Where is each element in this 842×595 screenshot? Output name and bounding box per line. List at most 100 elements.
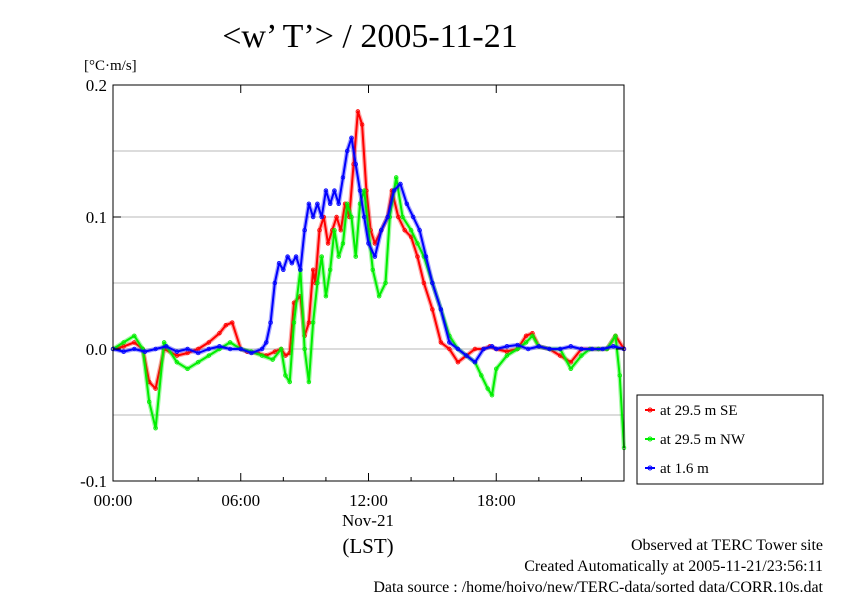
data-point-0-13 [230, 320, 235, 325]
data-point-2-51 [447, 340, 452, 345]
data-point-0-50 [430, 307, 435, 312]
data-point-2-30 [327, 201, 333, 206]
data-point-1-40 [383, 280, 388, 286]
data-point-1-53 [479, 373, 484, 378]
data-point-1-16 [270, 357, 275, 362]
data-point-2-29 [323, 188, 329, 193]
data-point-2-44 [398, 181, 403, 187]
legend-marker-0 [647, 407, 653, 413]
data-point-2-67 [600, 346, 605, 352]
data-point-2-54 [472, 360, 478, 365]
data-point-2-10 [217, 344, 222, 349]
data-point-1-26 [319, 254, 324, 259]
legend-box [636, 394, 824, 485]
data-point-0-47 [408, 234, 414, 239]
data-point-1-56 [494, 366, 499, 371]
data-point-1-60 [530, 333, 535, 338]
data-point-2-52 [455, 346, 461, 352]
data-point-0-32 [334, 214, 339, 220]
data-point-1-5 [153, 426, 158, 431]
data-point-2-13 [249, 350, 254, 356]
y-ticks: -0.1 0.0 0.1 0.2 [80, 76, 624, 491]
data-point-2-14 [259, 346, 265, 352]
data-point-1-30 [336, 254, 341, 259]
x-tick-label-3: 18:00 [477, 491, 516, 510]
data-point-0-2 [132, 340, 137, 345]
data-point-1-19 [287, 379, 292, 385]
data-point-0-18 [272, 349, 278, 354]
data-point-1-34 [353, 254, 358, 259]
legend-label-2: at 1.6 m [660, 461, 709, 477]
data-point-1-57 [504, 353, 510, 358]
data-point-1-70 [617, 373, 622, 378]
data-point-1-10 [206, 353, 212, 358]
data-point-1-12 [227, 340, 233, 345]
series-halo-1 [111, 175, 627, 449]
data-point-2-41 [379, 227, 384, 233]
data-point-1-17 [279, 346, 284, 352]
x-tick-label-2: 12:00 [349, 491, 388, 510]
footer-source: Data source : /home/hoivo/new/TERC-data/… [373, 579, 823, 595]
data-point-0-38 [359, 122, 365, 127]
data-point-0-46 [402, 227, 407, 233]
data-point-0-55 [472, 346, 478, 352]
data-point-2-9 [206, 346, 212, 352]
y-axis-label: [°C·m/s] [84, 58, 137, 74]
legend-marker-1 [647, 436, 653, 442]
data-point-2-32 [336, 201, 341, 206]
data-point-2-60 [525, 346, 531, 352]
data-point-2-36 [353, 161, 358, 167]
data-point-0-49 [421, 280, 427, 286]
data-point-2-38 [362, 214, 367, 220]
data-point-0-12 [223, 323, 229, 328]
data-point-0-30 [325, 241, 331, 246]
data-point-1-42 [393, 175, 399, 180]
data-point-2-66 [589, 346, 595, 352]
x-tick-label-1: 06:00 [221, 491, 260, 510]
data-point-2-21 [289, 261, 295, 266]
data-point-2-49 [430, 280, 435, 286]
data-point-0-28 [317, 227, 322, 233]
data-point-2-63 [557, 346, 563, 352]
data-point-2-12 [238, 346, 243, 352]
data-point-2-39 [366, 241, 371, 246]
data-point-2-3 [142, 349, 148, 354]
data-point-2-53 [464, 353, 469, 358]
data-point-1-23 [306, 379, 312, 385]
data-point-0-45 [396, 214, 401, 220]
x-sublabel: Nov-21 [342, 511, 394, 530]
legend-items: at 29.5 m SE at 29.5 m NW at 1.6 m [645, 403, 746, 477]
data-point-2-64 [568, 344, 573, 349]
data-point-2-26 [310, 214, 316, 220]
series-line-2 [112, 136, 625, 364]
data-point-0-26 [310, 267, 316, 272]
data-point-1-38 [370, 267, 375, 272]
data-point-1-27 [323, 294, 329, 299]
data-point-1-64 [568, 366, 573, 371]
data-point-1-32 [345, 201, 350, 206]
data-point-0-11 [217, 330, 222, 336]
data-point-2-57 [494, 346, 499, 352]
data-point-2-35 [349, 135, 354, 140]
data-point-2-47 [417, 227, 422, 233]
data-point-2-61 [536, 344, 542, 349]
data-point-1-9 [195, 360, 201, 365]
data-point-1-54 [485, 386, 490, 391]
data-point-1-36 [362, 188, 367, 193]
data-point-2-6 [174, 349, 180, 354]
data-point-1-20 [291, 320, 297, 325]
data-point-2-22 [293, 254, 299, 259]
data-point-2-68 [611, 344, 616, 349]
data-point-1-15 [259, 353, 265, 358]
data-point-0-41 [372, 241, 378, 246]
data-point-2-45 [404, 201, 410, 206]
data-point-2-62 [547, 346, 552, 352]
footer-created: Created Automatically at 2005-11-21/23:5… [524, 558, 823, 575]
data-point-2-43 [391, 188, 397, 193]
legend: at 29.5 m SE at 29.5 m NW at 1.6 m [636, 394, 824, 485]
data-point-2-48 [423, 254, 429, 259]
data-point-1-69 [613, 333, 618, 338]
data-point-1-43 [400, 214, 405, 220]
data-point-2-42 [385, 214, 390, 220]
